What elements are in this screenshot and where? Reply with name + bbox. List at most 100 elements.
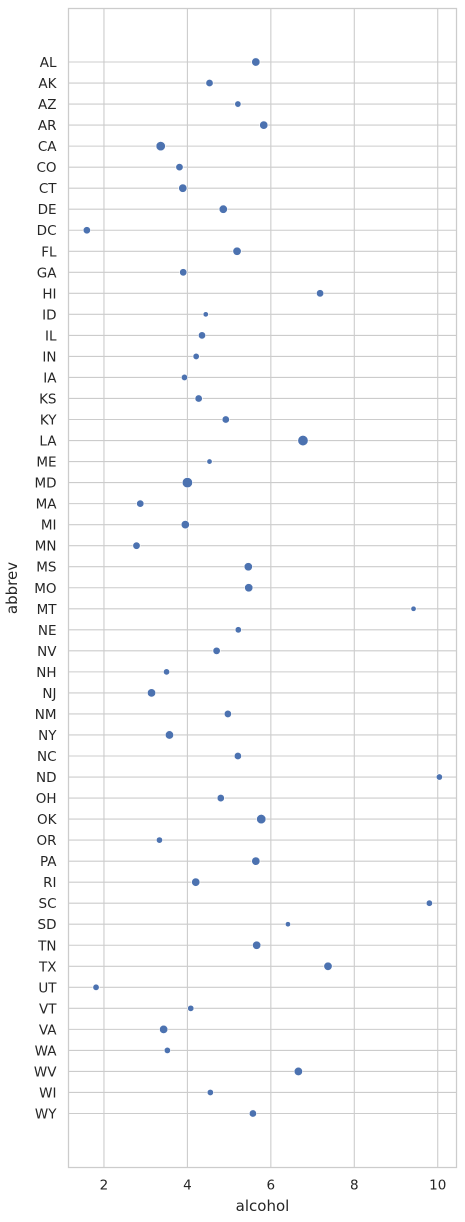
data-point [232,246,242,256]
y-tick-label: DC [37,223,57,239]
y-tick-label: NV [37,644,57,660]
y-tick-label: IA [43,370,57,386]
data-point [205,79,214,88]
y-tick-label: LA [39,434,57,450]
y-tick-label: MD [34,476,56,492]
data-point [259,120,269,130]
data-point [234,100,242,108]
y-tick-label: WY [35,1107,57,1123]
data-point [297,435,309,447]
data-point [244,583,254,593]
data-point [234,626,242,634]
data-point [187,1004,195,1012]
y-tick-label: GA [37,265,57,281]
y-tick-labels: AL AK AZ AR CA CO CT DE DC FL GA HI ID IL IN IA KS KY LA ME… [34,55,58,1123]
y-tick-label: MA [36,497,58,513]
data-point [243,562,253,572]
y-tick-label: HI [42,286,56,302]
y-tick-label: AL [40,55,57,71]
x-tick-label: 8 [350,1178,359,1194]
data-point [180,373,188,381]
x-tick-label: 6 [267,1178,276,1194]
data-point [198,331,207,340]
data-point [316,289,325,298]
y-axis-title: abbrev [3,562,21,614]
y-tick-label: MS [36,560,56,576]
y-tick-label: PA [40,854,57,870]
y-tick-label: KY [40,413,57,429]
y-tick-label: OR [36,833,56,849]
y-tick-label: RI [43,875,56,891]
y-tick-label: KS [39,391,56,407]
y-tick-label: CO [36,160,56,176]
y-tick-label: AZ [38,97,56,113]
y-tick-label: MO [34,581,56,597]
data-point [218,204,228,214]
data-point [216,794,225,803]
x-tick-label: 2 [100,1178,109,1194]
y-tick-label: FL [41,244,57,260]
data-point [202,311,209,318]
y-tick-label: UT [38,980,57,996]
data-point [132,541,141,550]
y-tick-label: AR [38,118,57,134]
x-tick-label: 4 [183,1178,192,1194]
data-point [155,141,166,152]
data-point [155,836,163,844]
y-tick-label: TX [38,959,57,975]
data-point [178,183,188,193]
data-point [192,352,200,360]
data-point [159,1024,169,1034]
y-tick-label: OH [36,791,57,807]
y-tick-label: NH [36,665,56,681]
y-tick-label: CT [39,181,57,197]
data-point [181,477,193,489]
data-point [251,57,261,67]
y-tick-label: WV [34,1064,57,1080]
y-tick-label: SD [38,917,57,933]
data-point [179,268,188,277]
y-tick-label: DE [38,202,57,218]
data-point [194,394,203,403]
y-tick-label: NC [37,749,57,765]
data-point [163,668,171,676]
data-point [163,1046,171,1054]
y-tick-label: WI [39,1085,56,1101]
data-point [251,856,261,866]
y-tick-label: ID [42,307,56,323]
data-point [147,688,157,698]
y-tick-label: VT [39,1001,57,1017]
data-point [175,163,184,172]
y-tick-label: MN [35,539,57,555]
data-point [136,499,145,508]
data-point [425,899,433,907]
data-point [323,961,333,971]
data-point [82,226,91,235]
data-point [206,1088,214,1096]
data-point [284,921,291,928]
data-point [233,751,242,760]
y-tick-label: IN [42,349,56,365]
y-tick-label: MT [37,602,58,618]
y-tick-label: NE [38,623,57,639]
data-point [248,1109,257,1118]
y-tick-label: VA [39,1022,57,1038]
data-points [82,57,443,1118]
data-point [92,983,100,991]
y-tick-label: AK [38,76,57,92]
data-point [212,646,221,655]
y-tick-label: IL [45,328,57,344]
data-point [191,877,201,887]
data-point [221,415,230,424]
y-tick-label: CA [38,139,57,155]
y-tick-label: SC [39,896,57,912]
data-point [256,814,267,825]
data-point [180,520,190,530]
y-tick-label: MI [41,518,57,534]
data-point [252,940,262,950]
data-point [410,605,417,612]
data-point [206,458,213,465]
data-point [435,773,443,781]
data-point [164,730,174,740]
y-tick-label: NM [35,707,57,723]
